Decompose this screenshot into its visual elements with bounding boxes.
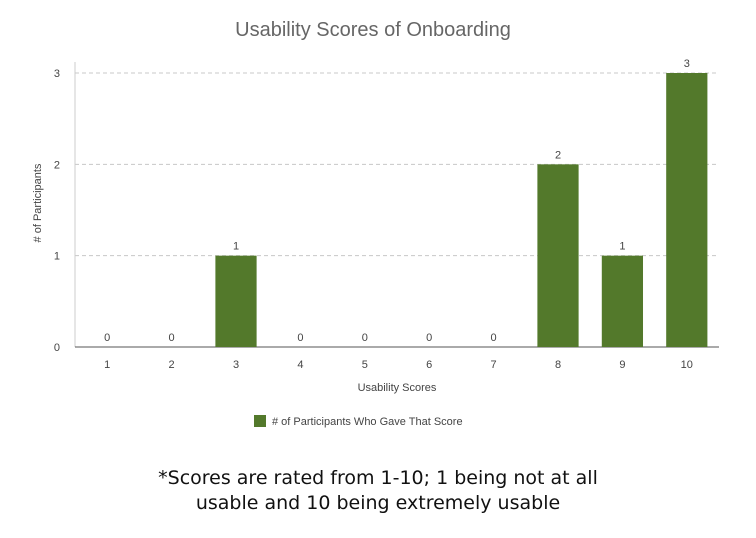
data-labels: 0 0 1 0 0 0 0 2 1 3: [104, 58, 690, 344]
x-tick-label: 1: [104, 359, 110, 371]
footnote-line-1: *Scores are rated from 1-10; 1 being not…: [158, 467, 598, 489]
y-axis-label: # of Participants: [32, 163, 44, 242]
x-tick-label: 4: [297, 359, 303, 371]
footnote-line-2: usable and 10 being extremely usable: [195, 492, 561, 514]
x-tick-label: 9: [619, 359, 625, 371]
x-tick-label: 5: [362, 359, 368, 371]
bar-10: [666, 73, 708, 347]
x-tick-label: 8: [555, 359, 561, 371]
data-label-1: 0: [104, 332, 110, 344]
x-tick-label: 6: [426, 359, 432, 371]
data-label-8: 2: [555, 149, 561, 161]
chart-title: Usability Scores of Onboarding: [235, 19, 511, 41]
data-label-10: 3: [684, 58, 690, 70]
bar-9: [601, 255, 644, 347]
data-label-3: 1: [233, 241, 239, 253]
data-label-5: 0: [362, 332, 368, 344]
data-label-2: 0: [169, 332, 175, 344]
bar-3: [215, 255, 257, 347]
x-tick-label: 10: [681, 359, 693, 371]
y-tick-label: 3: [54, 68, 60, 80]
data-label-4: 0: [297, 332, 303, 344]
y-axis-ticks: 0 1 2 3: [54, 68, 60, 354]
legend-label: # of Participants Who Gave That Score: [272, 416, 463, 428]
x-axis-ticks: 1 2 3 4 5 6 7 8 9 10: [104, 359, 693, 371]
y-tick-label: 0: [54, 342, 60, 354]
bars: [215, 73, 708, 347]
x-tick-label: 7: [491, 359, 497, 371]
legend: # of Participants Who Gave That Score: [254, 415, 463, 428]
data-label-7: 0: [491, 332, 497, 344]
y-tick-label: 1: [54, 251, 60, 263]
x-tick-label: 2: [169, 359, 175, 371]
footnote: *Scores are rated from 1-10; 1 being not…: [0, 466, 756, 516]
gridlines: [75, 72, 719, 257]
x-axis-label: Usability Scores: [358, 382, 437, 394]
bar-8: [537, 164, 579, 347]
x-tick-label: 3: [233, 359, 239, 371]
data-label-6: 0: [426, 332, 432, 344]
y-tick-label: 2: [54, 159, 60, 171]
data-label-9: 1: [619, 241, 625, 253]
legend-swatch: [254, 415, 266, 427]
